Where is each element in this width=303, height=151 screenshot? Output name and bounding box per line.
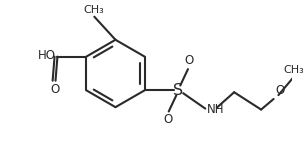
Text: O: O <box>163 113 172 126</box>
Text: HO: HO <box>38 49 55 62</box>
Text: CH₃: CH₃ <box>83 5 104 15</box>
Text: O: O <box>275 84 285 97</box>
Text: CH₃: CH₃ <box>283 65 303 75</box>
Text: NH: NH <box>207 103 225 116</box>
Text: O: O <box>50 83 59 96</box>
Text: S: S <box>173 83 183 98</box>
Text: O: O <box>184 54 194 67</box>
